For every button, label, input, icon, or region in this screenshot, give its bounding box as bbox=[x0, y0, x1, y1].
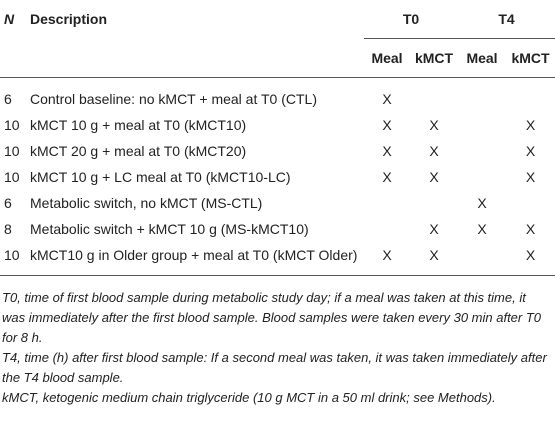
cell-mark: X bbox=[382, 117, 392, 133]
cell-empty bbox=[458, 137, 506, 163]
cell-n: 10 bbox=[0, 241, 24, 276]
cell-empty bbox=[410, 78, 458, 112]
table-row: 6 Control baseline: no kMCT + meal at T0 … bbox=[0, 78, 555, 112]
cell-n: 10 bbox=[4, 143, 20, 159]
cell-mark: X bbox=[382, 169, 392, 185]
cell-empty bbox=[458, 111, 506, 137]
header-group: T4 bbox=[458, 0, 555, 39]
cell-empty bbox=[506, 189, 555, 215]
cell-mark: X bbox=[429, 117, 439, 133]
cell-n: 6 bbox=[4, 195, 12, 211]
cell-mark: X bbox=[364, 241, 410, 276]
cell-mark: X bbox=[506, 241, 555, 276]
cell-empty bbox=[364, 215, 410, 241]
cell-n: 8 bbox=[4, 221, 12, 237]
cell-empty bbox=[364, 189, 410, 215]
table-row: 6 Metabolic switch, no kMCT (MS-CTL) X bbox=[0, 189, 555, 215]
subheader: kMCT bbox=[410, 38, 458, 78]
cell-description: kMCT10 g in Older group + meal at T0 (kM… bbox=[24, 241, 364, 276]
cell-mark: X bbox=[429, 169, 439, 185]
footnote: T0, time of first blood sample during me… bbox=[2, 290, 542, 345]
cell-mark: X bbox=[525, 221, 536, 237]
footnotes: T0, time of first blood sample during me… bbox=[0, 276, 555, 408]
cell-description: kMCT 20 g + meal at T0 (kMCT20) bbox=[30, 143, 247, 159]
subheader: Meal bbox=[458, 38, 506, 78]
subheader: kMCT bbox=[506, 38, 555, 78]
cell-description: Metabolic switch + kMCT 10 g (MS-kMCT10) bbox=[30, 221, 309, 237]
header-description: Description bbox=[30, 11, 108, 28]
table-row: 10 kMCT 10 g + meal at T0 (kMCT10) X X X bbox=[0, 111, 555, 137]
cell-mark: X bbox=[382, 91, 392, 107]
cell-mark: X bbox=[429, 221, 439, 237]
cell-empty bbox=[506, 78, 555, 112]
table-row: 10 kMCT10 g in Older group + meal at T0 (… bbox=[0, 241, 555, 276]
cell-empty bbox=[458, 163, 506, 189]
cell-mark: X bbox=[382, 143, 392, 159]
table-row: 10 kMCT 10 g + LC meal at T0 (kMCT10-LC) X… bbox=[0, 163, 555, 189]
cell-mark: X bbox=[525, 117, 536, 133]
subheader: Meal bbox=[364, 38, 410, 78]
cell-description: Metabolic switch, no kMCT (MS-CTL) bbox=[30, 195, 263, 211]
cell-mark: X bbox=[477, 221, 487, 237]
cell-n: 10 bbox=[4, 169, 20, 185]
cell-description: kMCT 10 g + meal at T0 (kMCT10) bbox=[30, 117, 247, 133]
table-row: 8 Metabolic switch + kMCT 10 g (MS-kMCT10… bbox=[0, 215, 555, 241]
cell-description: Control baseline: no kMCT + meal at T0 (… bbox=[30, 91, 317, 107]
cell-mark: X bbox=[410, 241, 458, 276]
cell-mark: X bbox=[525, 169, 536, 185]
cell-n: 6 bbox=[4, 91, 12, 107]
table-row: 10 kMCT 20 g + meal at T0 (kMCT20) X X X bbox=[0, 137, 555, 163]
cell-empty bbox=[410, 189, 458, 215]
cell-empty bbox=[458, 241, 506, 276]
table: N Description T0 T4 Meal kMCT Meal kMCT … bbox=[0, 0, 555, 276]
footnote: kMCT, ketogenic medium chain triglycerid… bbox=[2, 390, 496, 405]
cell-mark: X bbox=[477, 195, 487, 211]
table-body: 6 Control baseline: no kMCT + meal at T0 … bbox=[0, 78, 555, 276]
cell-description: kMCT 10 g + LC meal at T0 (kMCT10-LC) bbox=[30, 169, 291, 185]
cell-mark: X bbox=[525, 143, 536, 159]
header-n: N bbox=[4, 11, 15, 28]
cell-mark: X bbox=[429, 143, 439, 159]
cell-empty bbox=[458, 78, 506, 112]
cell-n: 10 bbox=[4, 117, 20, 133]
footnote: T4, time (h) after first blood sample: I… bbox=[2, 350, 547, 385]
header-group: T0 bbox=[364, 0, 458, 39]
